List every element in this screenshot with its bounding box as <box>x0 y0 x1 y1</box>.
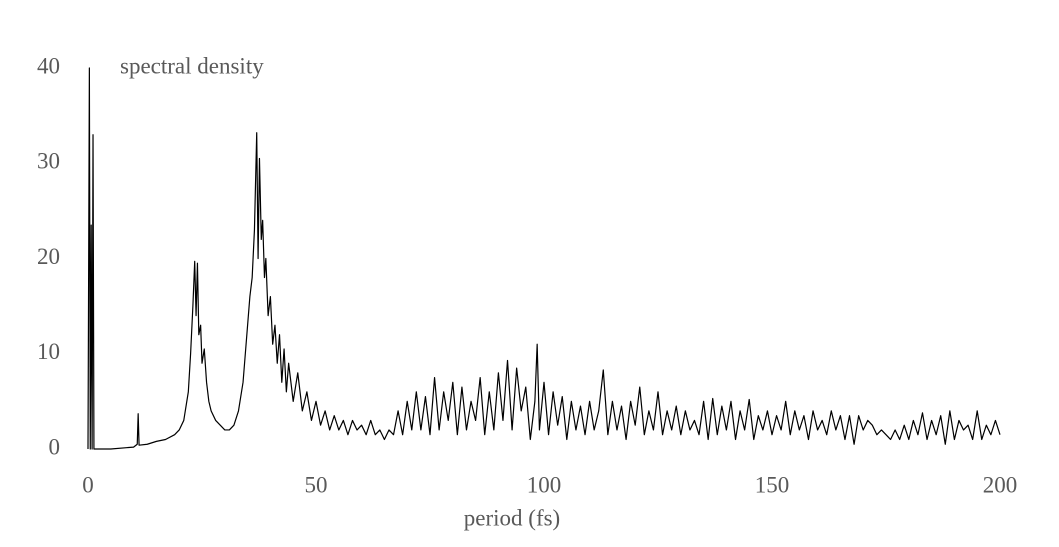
y-tick-label: 30 <box>37 149 60 174</box>
x-tick-label: 0 <box>82 472 94 497</box>
y-tick-label: 40 <box>37 53 60 78</box>
x-tick-label: 50 <box>305 472 328 497</box>
x-tick-label: 200 <box>983 472 1018 497</box>
y-axis-label: spectral density <box>120 53 264 78</box>
x-axis-label: period (fs) <box>464 505 560 530</box>
y-tick-label: 0 <box>49 434 61 459</box>
data-line <box>87 67 1001 450</box>
y-tick-label: 20 <box>37 244 60 269</box>
x-tick-label: 100 <box>527 472 562 497</box>
y-tick-label: 10 <box>37 339 60 364</box>
x-tick-label: 150 <box>755 472 790 497</box>
